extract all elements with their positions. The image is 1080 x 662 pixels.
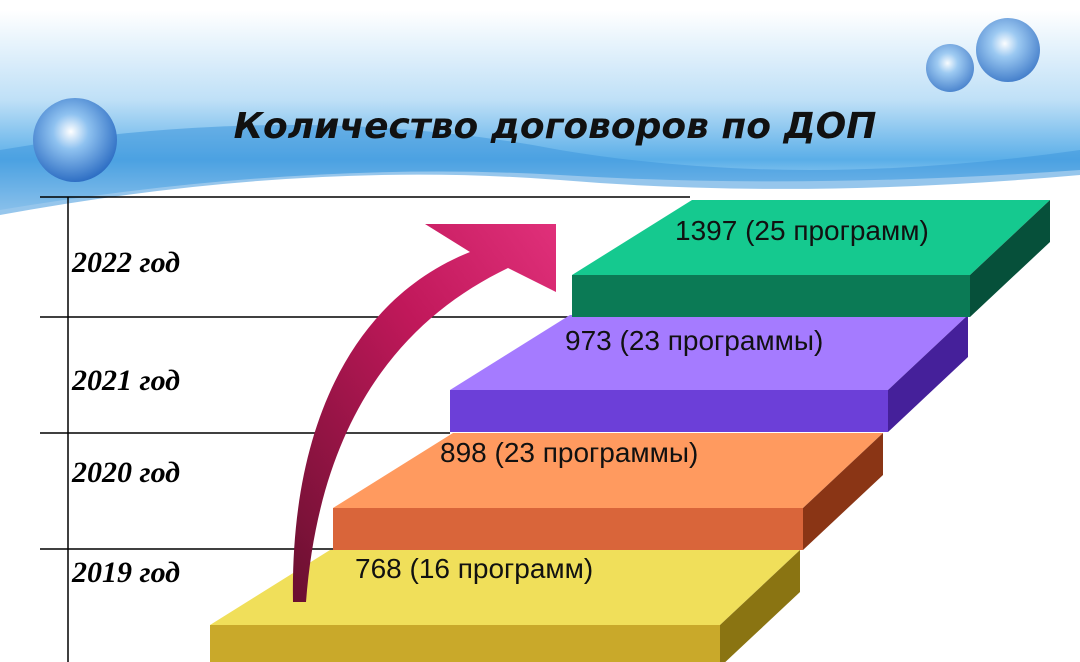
bubble [33,98,117,182]
header: Количество договоров по ДОП [0,10,1080,215]
year-label: 2022 год [71,246,180,279]
year-label: 2020 год [71,456,180,489]
year-labels: 2019 год 2020 год 2021 год 2022 год [71,246,180,589]
step-label: 768 (16 программ) [355,553,593,584]
bubble [926,44,974,92]
slide: Количество договоров по ДОП 768 (16 прог… [0,0,1080,662]
bubble [976,18,1040,82]
step-front [210,625,720,662]
step-front [450,390,888,432]
step: 973 (23 программы) [450,315,968,432]
step: 898 (23 программы) [333,433,883,550]
year-label: 2021 год [71,364,180,397]
step-front [572,275,970,317]
step: 1397 (25 программ) [572,200,1050,317]
step-label: 1397 (25 программ) [675,215,929,246]
step-label: 973 (23 программы) [565,325,823,356]
step-label: 898 (23 программы) [440,437,698,468]
title: Количество договоров по ДОП [234,106,877,147]
step-front [333,508,803,550]
year-label: 2019 год [71,556,180,589]
